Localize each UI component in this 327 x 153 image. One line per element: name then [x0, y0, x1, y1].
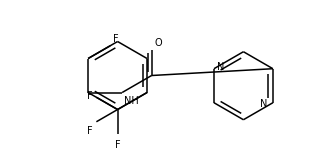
Text: F: F [87, 91, 92, 101]
Text: N: N [217, 62, 224, 72]
Text: F: F [115, 140, 120, 150]
Text: O: O [154, 38, 162, 48]
Text: N: N [260, 99, 268, 109]
Text: F: F [87, 126, 92, 136]
Text: NH: NH [124, 96, 139, 106]
Text: F: F [112, 34, 118, 44]
